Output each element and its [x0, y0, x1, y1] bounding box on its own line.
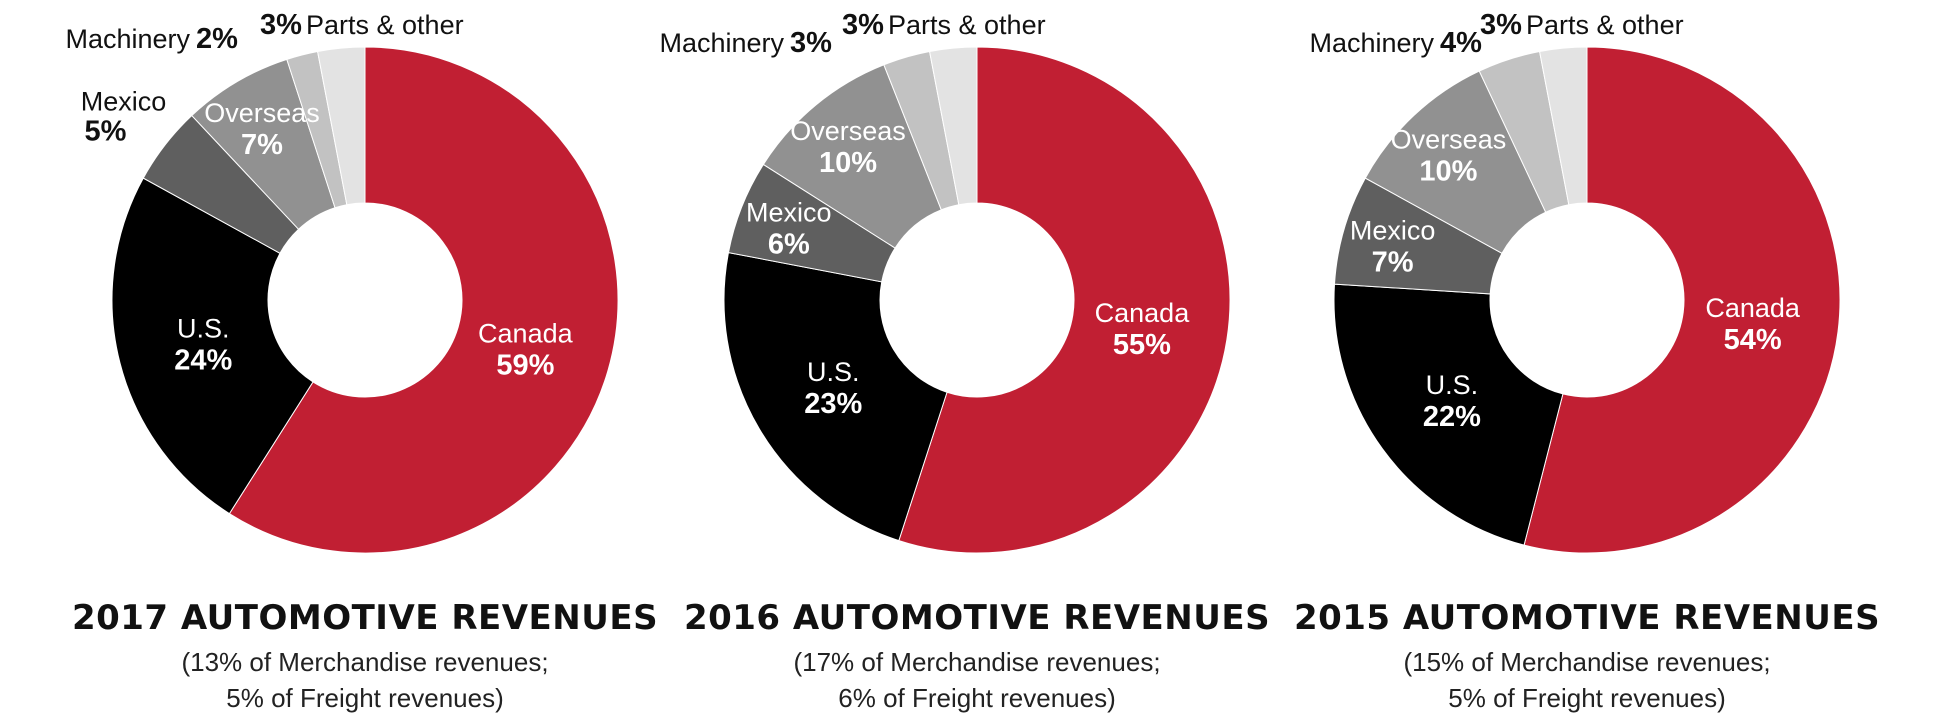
- chart-subtitle: (15% of Merchandise revenues; 5% of Frei…: [1262, 644, 1912, 716]
- donut-chart-2017: Canada 59% U.S. 24% Mexico 5% Overseas 7% Machin…: [40, 0, 690, 714]
- slice-value-canada: 55%: [1113, 329, 1171, 361]
- chart-subtitle-line1: (13% of Merchandise revenues;: [181, 647, 549, 677]
- slice-u-s: [111, 177, 314, 515]
- slice-value-overseas: 10%: [819, 147, 877, 179]
- slice-canada: [228, 46, 619, 554]
- slice-value-canada: 59%: [496, 350, 554, 382]
- slice-label-machinery: Machinery: [1309, 28, 1434, 58]
- slice-label-mexico: Mexico: [1350, 216, 1436, 246]
- slice-label-overseas: Overseas: [204, 98, 320, 128]
- slice-label-mexico: Mexico: [746, 197, 832, 227]
- chart-title: 2015 AUTOMOTIVE REVENUES: [1293, 598, 1881, 638]
- chart-title: 2016 AUTOMOTIVE REVENUES: [683, 598, 1271, 638]
- chart-subtitle-line2: 5% of Freight revenues): [1448, 683, 1726, 713]
- slice-label-machinery: Machinery: [659, 28, 784, 58]
- slice-label-overseas: Overseas: [790, 116, 906, 146]
- slice-canada: [1523, 46, 1841, 554]
- slice-value-overseas: 10%: [1419, 155, 1477, 187]
- chart-subtitle-line1: (17% of Merchandise revenues;: [793, 647, 1161, 677]
- slice-value-parts-other: 3%: [260, 9, 302, 41]
- chart-subtitle-line2: 5% of Freight revenues): [226, 683, 504, 713]
- slice-value-mexico: 5%: [85, 115, 127, 147]
- chart-subtitle: (17% of Merchandise revenues; 6% of Frei…: [652, 644, 1302, 716]
- chart-title: 2017 AUTOMOTIVE REVENUES: [71, 598, 659, 638]
- slice-value-machinery: 4%: [1440, 27, 1482, 59]
- slice-value-canada: 54%: [1724, 324, 1782, 356]
- slice-value-parts-other: 3%: [1480, 9, 1522, 41]
- donut-chart-2015: Canada 54% U.S. 22% Mexico 7% Overseas 10% Machi…: [1262, 0, 1912, 714]
- slice-label-parts-other: Parts & other: [888, 10, 1046, 40]
- chart-subtitle-line1: (15% of Merchandise revenues;: [1403, 647, 1771, 677]
- slice-parts-other: [1539, 46, 1588, 206]
- slice-label-u-s: U.S.: [177, 314, 230, 344]
- slice-label-u-s: U.S.: [807, 357, 860, 387]
- slice-label-parts-other: Parts & other: [1526, 10, 1684, 40]
- slice-label-canada: Canada: [1095, 298, 1191, 328]
- slice-parts-other: [929, 46, 978, 206]
- slice-value-u-s: 24%: [174, 345, 232, 377]
- slice-value-parts-other: 3%: [842, 9, 884, 41]
- slice-label-overseas: Overseas: [1391, 124, 1507, 154]
- chart-subtitle: (13% of Merchandise revenues; 5% of Frei…: [40, 644, 690, 716]
- slice-canada: [898, 46, 1231, 554]
- donut-chart-2016: Canada 55% U.S. 23% Mexico 6% Overseas 10% Machi…: [652, 0, 1302, 714]
- slice-u-s: [723, 252, 948, 542]
- slice-value-mexico: 7%: [1372, 247, 1414, 279]
- slice-label-u-s: U.S.: [1426, 370, 1479, 400]
- slice-value-u-s: 23%: [804, 388, 862, 420]
- slice-label-canada: Canada: [1705, 293, 1801, 323]
- slice-value-u-s: 22%: [1423, 401, 1481, 433]
- slice-value-machinery: 3%: [790, 27, 832, 59]
- slice-u-s: [1333, 283, 1564, 546]
- slice-value-machinery: 2%: [196, 23, 238, 55]
- slice-value-overseas: 7%: [241, 129, 283, 161]
- slice-value-mexico: 6%: [768, 228, 810, 260]
- chart-subtitle-line2: 6% of Freight revenues): [838, 683, 1116, 713]
- slice-label-canada: Canada: [478, 319, 574, 349]
- slice-label-parts-other: Parts & other: [306, 10, 464, 40]
- slice-label-mexico: Mexico: [81, 86, 167, 116]
- slice-parts-other: [317, 46, 366, 206]
- slice-label-machinery: Machinery: [65, 24, 190, 54]
